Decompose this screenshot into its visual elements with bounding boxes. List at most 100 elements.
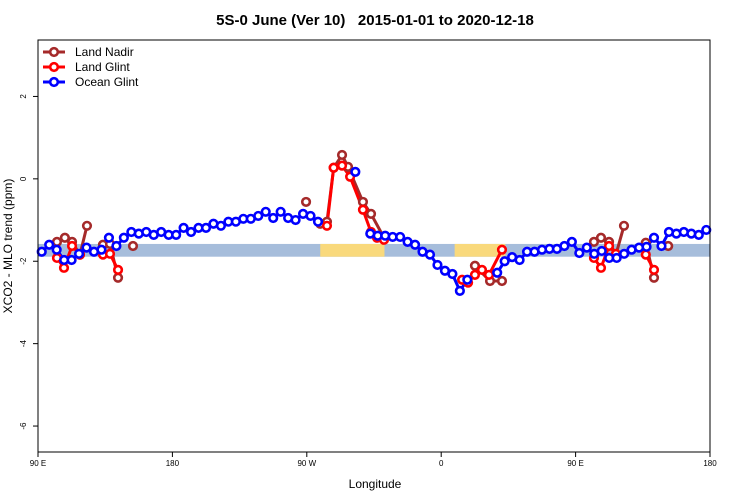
data-point (51, 244, 62, 255)
data-point (365, 208, 377, 219)
data-point (454, 285, 465, 297)
data-point (424, 249, 436, 260)
plot-frame (37, 39, 711, 453)
data-point (59, 232, 70, 243)
data-point (81, 242, 92, 253)
legend-label: Ocean Glint (75, 75, 139, 89)
data-point (447, 268, 458, 280)
y-tick-label: -2 (19, 257, 28, 265)
data-point (350, 166, 361, 177)
data-point (409, 239, 421, 250)
data-point (66, 254, 77, 266)
data-point (112, 272, 124, 283)
chart-title: 5S-0 June (Ver 10) 2015-01-01 to 2020-12… (216, 12, 534, 29)
x-tick-label: 90 E (30, 459, 46, 468)
data-point (611, 252, 622, 264)
data-point (336, 160, 348, 171)
y-tick-label: -6 (19, 422, 28, 430)
data-point (127, 240, 139, 252)
data-point (596, 245, 607, 257)
data-point (693, 229, 704, 240)
data-point (118, 232, 129, 243)
data-point (462, 274, 473, 285)
x-tick-label: 0 (439, 459, 444, 468)
data-point (641, 241, 652, 252)
data-point (648, 264, 660, 275)
x-axis-label: Longitude (349, 477, 402, 491)
data-point (619, 248, 630, 259)
data-point (171, 229, 182, 240)
data-point (656, 240, 667, 252)
data-point (701, 224, 712, 236)
data-point (328, 162, 339, 173)
data-point (395, 231, 406, 243)
data-point (200, 222, 212, 233)
strip-segment (454, 243, 506, 257)
data-point (185, 226, 197, 238)
x-tick-label: 90 W (297, 459, 316, 468)
data-point (357, 204, 369, 215)
y-tick-label: 0 (19, 176, 28, 181)
data-point (574, 247, 585, 259)
data-point (581, 242, 592, 253)
data-point (357, 196, 369, 208)
data-point (595, 232, 607, 243)
data-point (496, 244, 508, 255)
data-point (336, 149, 348, 161)
strip-segment (320, 243, 385, 257)
data-point (51, 236, 63, 247)
legend-label: Land Nadir (75, 45, 134, 59)
y-tick-label: 2 (19, 94, 28, 99)
data-point (305, 210, 316, 222)
data-point (476, 264, 488, 275)
data-point (111, 240, 122, 252)
data-point (96, 244, 107, 255)
data-point (36, 246, 47, 257)
data-point (432, 259, 443, 271)
data-point (321, 220, 333, 231)
data-point (103, 232, 115, 243)
data-point (492, 267, 503, 278)
data-point (275, 206, 286, 217)
data-point (260, 206, 271, 217)
legend-label: Land Glint (75, 60, 130, 74)
x-tick-label: 90 E (567, 459, 583, 468)
data-point (469, 260, 481, 271)
data-point (588, 236, 600, 247)
y-axis-label: XCO2 - MLO trend (ppm) (1, 179, 15, 314)
x-tick-label: 180 (703, 459, 717, 468)
data-point (640, 249, 651, 260)
data-point (253, 210, 264, 222)
data-point (499, 256, 510, 267)
data-point (469, 269, 481, 280)
data-point (618, 220, 630, 231)
y-tick-label: -4 (19, 340, 28, 348)
data-point (104, 248, 116, 259)
data-point (483, 269, 495, 280)
data-point (496, 275, 508, 287)
data-point (595, 262, 607, 273)
data-point (566, 236, 577, 247)
data-point (44, 239, 55, 250)
data-point (648, 232, 660, 243)
data-point (215, 220, 227, 231)
legend-marker (48, 61, 60, 73)
data-point (66, 240, 78, 252)
data-point (268, 212, 279, 224)
data-point (514, 254, 525, 266)
data-point (58, 262, 70, 273)
legend-marker (48, 76, 60, 88)
data-point (73, 248, 85, 259)
data-point (648, 272, 660, 283)
x-tick-label: 180 (166, 459, 180, 468)
data-point (112, 264, 124, 275)
data-point (81, 220, 93, 231)
data-point (290, 214, 301, 226)
legend-marker (48, 46, 60, 58)
data-point (603, 240, 615, 252)
data-point (178, 222, 189, 233)
data-point (300, 196, 312, 208)
data-point (312, 216, 324, 227)
data-point (559, 240, 570, 252)
